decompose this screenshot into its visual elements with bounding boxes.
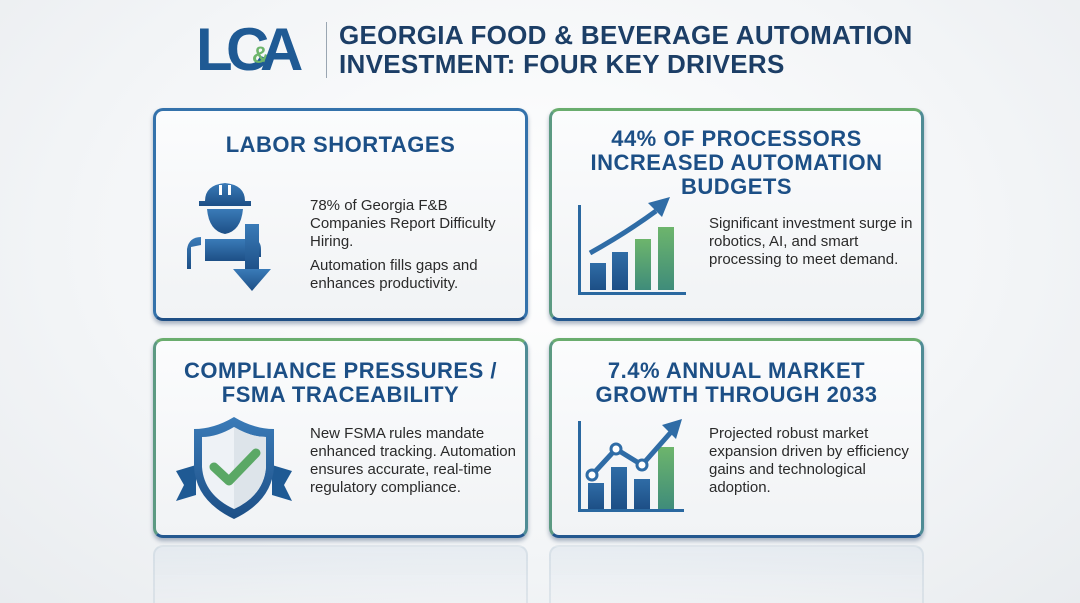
header-divider	[326, 22, 327, 78]
card-title-line: BUDGETS	[680, 174, 793, 199]
line-bar-growth-chart-icon	[578, 419, 684, 512]
card-market-growth: 7.4% ANNUAL MARKET GROWTH THROUGH 2033 P…	[549, 338, 924, 538]
card-compliance: COMPLIANCE PRESSURES / FSMA TRACEABILITY…	[153, 338, 528, 538]
card-title: LABOR SHORTAGES	[156, 133, 525, 157]
card-body: 78% of Georgia F&B Companies Report Diff…	[310, 197, 520, 299]
card-reflection-left	[153, 545, 528, 603]
card-body-text: Projected robust market expansion driven…	[709, 425, 909, 496]
card-title-line: INCREASED AUTOMATION	[590, 150, 883, 175]
lca-logo: L C & A	[196, 20, 316, 80]
title-line-2: INVESTMENT: FOUR KEY DRIVERS	[339, 49, 785, 79]
card-labor-shortages: LABOR SHORTAGES 78% of Georgia F&B Compa…	[153, 108, 528, 321]
page-title: GEORGIA FOOD & BEVERAGE AUTOMATION INVES…	[339, 21, 913, 79]
card-body: Projected robust market expansion driven…	[709, 425, 919, 503]
title-line-1: GEORGIA FOOD & BEVERAGE AUTOMATION	[339, 20, 913, 50]
card-body-text: New FSMA rules mandate enhanced tracking…	[310, 425, 516, 496]
logo-letter-c: C	[226, 16, 269, 83]
card-body-text: Significant investment surge in robotics…	[709, 215, 913, 268]
card-title: 44% OF PROCESSORS INCREASED AUTOMATION B…	[552, 127, 921, 199]
header: L C & A GEORGIA FOOD & BEVERAGE AUTOMATI…	[196, 20, 913, 80]
worker-down-arrow-icon	[187, 183, 271, 291]
card-title-line: 44% OF PROCESSORS	[611, 126, 862, 151]
card-reflection-right	[549, 545, 924, 603]
card-title-line: LABOR SHORTAGES	[225, 132, 456, 157]
shield-check-icon	[176, 417, 292, 519]
card-title-line: FSMA TRACEABILITY	[221, 382, 460, 407]
logo-letter-a: A	[260, 16, 303, 83]
card-title-line: COMPLIANCE PRESSURES /	[184, 358, 497, 383]
card-body: Significant investment surge in robotics…	[709, 215, 919, 275]
card-title-line: GROWTH THROUGH 2033	[595, 382, 878, 407]
logo-ampersand: &	[252, 42, 270, 69]
card-body-text: Automation fills gaps and enhances produ…	[310, 257, 478, 292]
logo-letter-l: L	[196, 16, 233, 83]
card-body: New FSMA rules mandate enhanced tracking…	[310, 425, 520, 503]
card-title: 7.4% ANNUAL MARKET GROWTH THROUGH 2033	[552, 359, 921, 407]
card-title-line: 7.4% ANNUAL MARKET	[607, 358, 866, 383]
card-title: COMPLIANCE PRESSURES / FSMA TRACEABILITY	[156, 359, 525, 407]
card-automation-budgets: 44% OF PROCESSORS INCREASED AUTOMATION B…	[549, 108, 924, 321]
bar-chart-up-arrow-icon	[578, 197, 686, 295]
card-body-text: 78% of Georgia F&B Companies Report Diff…	[310, 197, 496, 250]
